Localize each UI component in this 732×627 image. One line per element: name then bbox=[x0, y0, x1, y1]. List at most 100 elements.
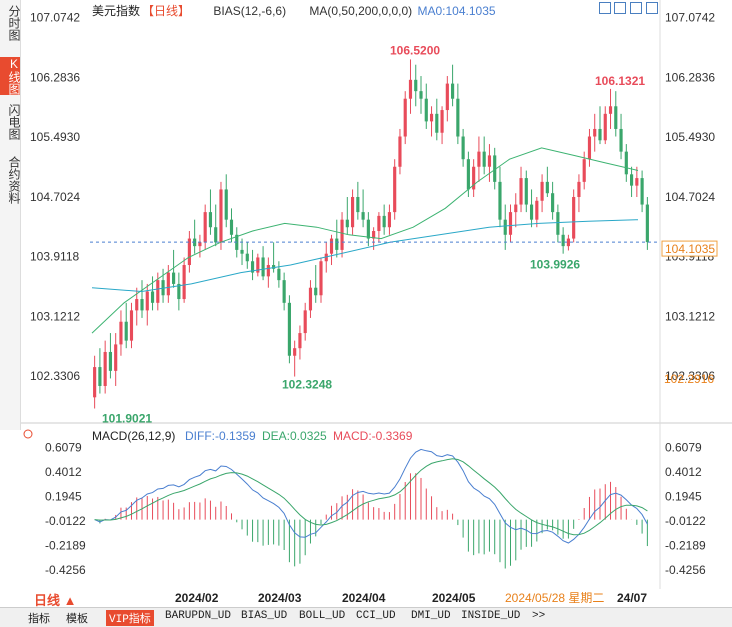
high-annotation: 106.5200 bbox=[390, 43, 440, 57]
candle-body bbox=[498, 181, 502, 220]
candle-body bbox=[445, 83, 449, 111]
indicator-tab[interactable]: BOLL_UD bbox=[299, 610, 346, 622]
date-tick: 24/07 bbox=[617, 591, 647, 605]
candle-body bbox=[482, 151, 486, 167]
candle-body bbox=[487, 155, 492, 167]
candle-body bbox=[398, 136, 402, 167]
candle-body bbox=[572, 196, 576, 239]
macd-tick-left: -0.0122 bbox=[45, 514, 86, 528]
indicator-tab[interactable]: DMI_UD bbox=[411, 610, 451, 622]
candle-body bbox=[435, 113, 439, 133]
candle-body bbox=[282, 280, 286, 303]
indicator-tab[interactable]: 指标 bbox=[28, 614, 50, 626]
candle-body bbox=[372, 231, 376, 239]
price-tick-right: 103.1212 bbox=[665, 309, 715, 323]
layout-icon[interactable] bbox=[630, 2, 642, 14]
indicator-tab[interactable]: INSIDE_UD bbox=[461, 610, 521, 622]
candle-body bbox=[98, 367, 102, 386]
ma50-line bbox=[91, 147, 639, 334]
candle-body bbox=[408, 79, 413, 99]
macd-tick-right: 0.1945 bbox=[665, 490, 702, 504]
candle-body bbox=[387, 212, 392, 228]
candle-body bbox=[308, 287, 313, 311]
indicator-tab[interactable]: CCI_UD bbox=[356, 610, 396, 622]
candle-body bbox=[645, 204, 649, 243]
price-tick-left: 104.7024 bbox=[30, 190, 80, 204]
price-tick-right: 107.0742 bbox=[665, 11, 715, 25]
date-tick: 2024/05 bbox=[432, 591, 476, 605]
cursor-date: 2024/05/28 星期二 bbox=[505, 591, 604, 605]
candle-body bbox=[245, 253, 249, 262]
bias-indicator[interactable]: BIAS(12,-6,6) bbox=[213, 4, 287, 18]
candle-body bbox=[203, 212, 207, 243]
indicator-tab[interactable]: BIAS_UD bbox=[241, 610, 288, 622]
sidebar-tab[interactable]: 分时图 bbox=[7, 5, 21, 41]
candle-body bbox=[587, 136, 592, 160]
sidebar-tab[interactable]: K线图 bbox=[0, 57, 21, 95]
candle-body bbox=[298, 333, 302, 349]
indicator-tab[interactable]: BARUPDN_UD bbox=[165, 610, 232, 622]
candle-body bbox=[377, 215, 381, 232]
macd-tick-left: 0.4012 bbox=[45, 465, 82, 479]
candle-body bbox=[593, 128, 597, 137]
candle-body bbox=[129, 310, 134, 341]
candle-body bbox=[177, 283, 181, 300]
date-tick: 2024/02 bbox=[175, 591, 219, 605]
candle-body bbox=[429, 113, 434, 122]
close-panel-icon[interactable] bbox=[646, 2, 658, 14]
macd-diff: DIFF:-0.1359 bbox=[185, 429, 256, 443]
macd-tick-right: 0.6079 bbox=[665, 440, 702, 454]
macd-tick-left: -0.2189 bbox=[45, 539, 86, 553]
candle-body bbox=[335, 238, 339, 250]
grid-icon[interactable] bbox=[614, 2, 626, 14]
candle-body bbox=[166, 272, 170, 296]
ma200-line bbox=[91, 219, 639, 293]
candle-body bbox=[551, 193, 555, 213]
low-annotation: 101.9021 bbox=[102, 412, 152, 426]
candle-body bbox=[145, 291, 149, 311]
candle-body bbox=[324, 253, 328, 262]
candle-body bbox=[240, 249, 244, 254]
indicator-tab-bar: 指标 模板 VIP指标 BARUPDN_UD BIAS_UD BOLL_UD CCI_UD D… bbox=[0, 607, 732, 627]
macd-tick-right: -0.0122 bbox=[665, 514, 706, 528]
sidebar-tab[interactable]: 闪电图 bbox=[7, 104, 21, 140]
candle-body bbox=[603, 113, 607, 141]
candle-body bbox=[314, 287, 318, 296]
price-tick-left: 106.2836 bbox=[30, 70, 80, 84]
macd-dea: DEA:0.0325 bbox=[262, 429, 327, 443]
candle-body bbox=[635, 178, 639, 186]
expand-icon[interactable] bbox=[599, 2, 611, 14]
macd-tick-left: 0.6079 bbox=[45, 440, 82, 454]
candle-body bbox=[150, 291, 155, 303]
candle-body bbox=[350, 196, 355, 228]
price-tick-left: 107.0742 bbox=[30, 11, 80, 25]
candle-body bbox=[214, 227, 218, 243]
macd-tick-right: 0.4012 bbox=[665, 465, 702, 479]
candle-body bbox=[545, 181, 549, 194]
candle-body bbox=[403, 98, 407, 137]
indicator-tab[interactable]: >> bbox=[532, 610, 546, 622]
candle-body bbox=[272, 265, 276, 269]
period-label[interactable]: 【日线】 bbox=[142, 4, 191, 18]
macd-tick-left: 0.1945 bbox=[45, 490, 82, 504]
low3-annotation: 103.9926 bbox=[530, 257, 580, 271]
sidebar-tab[interactable]: 合约资料 bbox=[7, 156, 21, 204]
candle-body bbox=[472, 166, 476, 190]
low2-annotation: 102.3248 bbox=[282, 378, 332, 392]
dea-line bbox=[94, 458, 648, 536]
period-selector: 日线 ▲ bbox=[34, 593, 76, 608]
candle-body bbox=[582, 159, 586, 182]
sidebar: 分时图 K线图闪电图合约资料 bbox=[0, 0, 21, 430]
candle-body bbox=[614, 106, 618, 129]
candle-body bbox=[156, 280, 160, 303]
candle-body bbox=[119, 321, 123, 345]
indicator-tab[interactable]: VIP指标 bbox=[106, 610, 154, 626]
candle-body bbox=[508, 212, 513, 235]
candle-body bbox=[208, 212, 213, 228]
ma-indicator[interactable]: MA(0,50,200,0,0,0) bbox=[309, 4, 413, 18]
candle-body bbox=[561, 234, 565, 247]
indicator-tab[interactable]: 模板 bbox=[66, 614, 88, 626]
high2-annotation: 106.1321 bbox=[595, 74, 645, 88]
candle-body bbox=[172, 272, 176, 284]
